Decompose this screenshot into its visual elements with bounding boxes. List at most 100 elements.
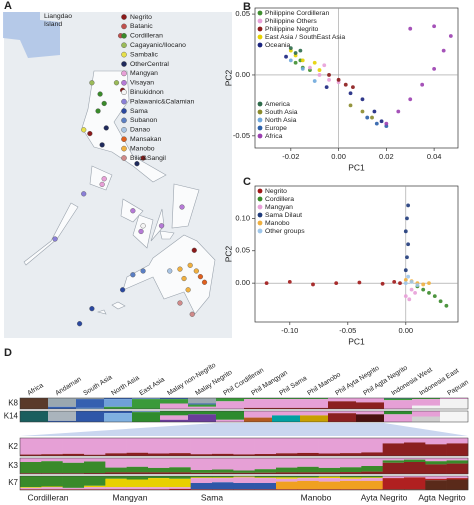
- point: [288, 46, 293, 51]
- ancestry-segment: [160, 415, 189, 420]
- y-tick-label: 0.10: [235, 213, 250, 222]
- ancestry-segment: [48, 420, 77, 422]
- row-frame: [19, 475, 469, 491]
- ancestry-segment: [41, 454, 63, 456]
- point: [348, 91, 353, 96]
- ancestry-segment: [148, 438, 170, 454]
- ancestry-segment: [233, 476, 255, 478]
- ancestry-segment: [361, 458, 383, 466]
- legend-swatch: [257, 188, 263, 194]
- ancestry-segment: [318, 472, 341, 474]
- point: [406, 274, 411, 279]
- panel-label: B: [243, 1, 251, 13]
- ancestry-segment: [318, 453, 341, 456]
- ancestry-segment: [84, 487, 106, 490]
- ancestry-segment: [148, 458, 170, 468]
- site: [87, 130, 93, 137]
- ancestry-segment: [412, 411, 441, 417]
- ancestry-segment: [446, 458, 469, 461]
- ancestry-segment: [160, 419, 189, 422]
- population-label: Malay non-Negrito: [166, 362, 217, 397]
- ancestry-segment: [169, 476, 191, 479]
- plot-frame: [254, 7, 459, 149]
- ancestry-segment: [404, 438, 426, 443]
- site: [197, 274, 204, 280]
- point: [300, 66, 305, 71]
- point: [444, 303, 449, 308]
- ancestry-segment: [126, 458, 149, 467]
- ancestry-segment: [20, 411, 49, 422]
- ancestry-segment: [300, 411, 329, 416]
- ancestry-segment: [84, 461, 106, 474]
- ancestry-segment: [233, 458, 255, 471]
- ancestry-segment: [212, 489, 234, 490]
- ancestry-segment: [340, 467, 362, 473]
- point: [405, 255, 409, 260]
- ancestry-segment: [62, 453, 85, 456]
- site: [158, 223, 165, 229]
- ancestry-segment: [340, 480, 362, 490]
- point: [432, 294, 437, 298]
- population-label: East Asia: [138, 376, 166, 397]
- ancestry-segment: [446, 478, 469, 480]
- ancestry-segment: [361, 452, 383, 456]
- y-tick-label: 0.05: [235, 246, 250, 255]
- point: [405, 216, 409, 221]
- ancestry-segment: [272, 407, 301, 409]
- ancestry-segment: [297, 477, 319, 479]
- ancestry-segment: [254, 483, 277, 490]
- ancestry-segment: [425, 458, 447, 462]
- ancestry-segment: [76, 411, 105, 422]
- ancestry-segment: [276, 438, 298, 454]
- legend-label: Mansakan: [130, 136, 162, 143]
- ancestry-segment: [169, 467, 191, 473]
- ancestry-segment: [216, 419, 245, 422]
- ancestry-segment: [297, 476, 319, 478]
- ancestry-segment: [62, 489, 85, 490]
- y-tick-label: -0.05: [233, 131, 250, 140]
- ancestry-segment: [190, 454, 213, 456]
- ancestry-segment: [41, 438, 63, 455]
- ancestry-segment: [148, 487, 170, 490]
- x-tick-label: 0.00: [398, 326, 413, 335]
- site: [187, 262, 193, 268]
- ancestry-segment: [190, 470, 213, 473]
- ancestry-segment: [297, 480, 319, 490]
- ancestry-segment: [425, 480, 447, 490]
- ancestry-segment: [169, 453, 191, 456]
- ancestry-segment: [62, 462, 85, 474]
- point: [448, 34, 453, 38]
- ancestry-segment: [254, 454, 277, 456]
- point: [372, 109, 377, 114]
- ancestry-segment: [148, 472, 170, 474]
- ancestry-segment: [188, 411, 217, 415]
- ancestry-segment: [382, 438, 405, 444]
- ancestry-segment: [340, 476, 362, 478]
- ancestry-segment: [148, 489, 170, 490]
- point: [403, 281, 408, 286]
- ancestry-segment: [104, 413, 133, 422]
- ancestry-segment: [84, 476, 106, 486]
- row-frame: [19, 397, 469, 410]
- legend-swatch: [121, 33, 127, 39]
- ancestry-segment: [20, 489, 42, 490]
- point: [308, 65, 312, 70]
- legend-swatch: [121, 89, 127, 95]
- point: [324, 85, 329, 90]
- population-label: Andaman: [54, 376, 83, 397]
- legend-swatch: [121, 108, 127, 114]
- ancestry-segment: [105, 489, 127, 490]
- ancestry-segment: [190, 438, 213, 455]
- legend-swatch: [257, 125, 263, 131]
- legend-label: Philippine Cordilleran: [265, 10, 329, 17]
- point: [327, 73, 331, 77]
- ancestry-segment: [318, 476, 341, 477]
- ancestry-segment: [244, 417, 273, 422]
- point: [415, 283, 420, 287]
- ancestry-segment: [188, 414, 217, 422]
- legend-label: Mangyan: [265, 204, 293, 211]
- point: [407, 297, 412, 302]
- legend-swatch: [121, 155, 127, 161]
- point: [408, 97, 413, 102]
- point: [406, 203, 411, 208]
